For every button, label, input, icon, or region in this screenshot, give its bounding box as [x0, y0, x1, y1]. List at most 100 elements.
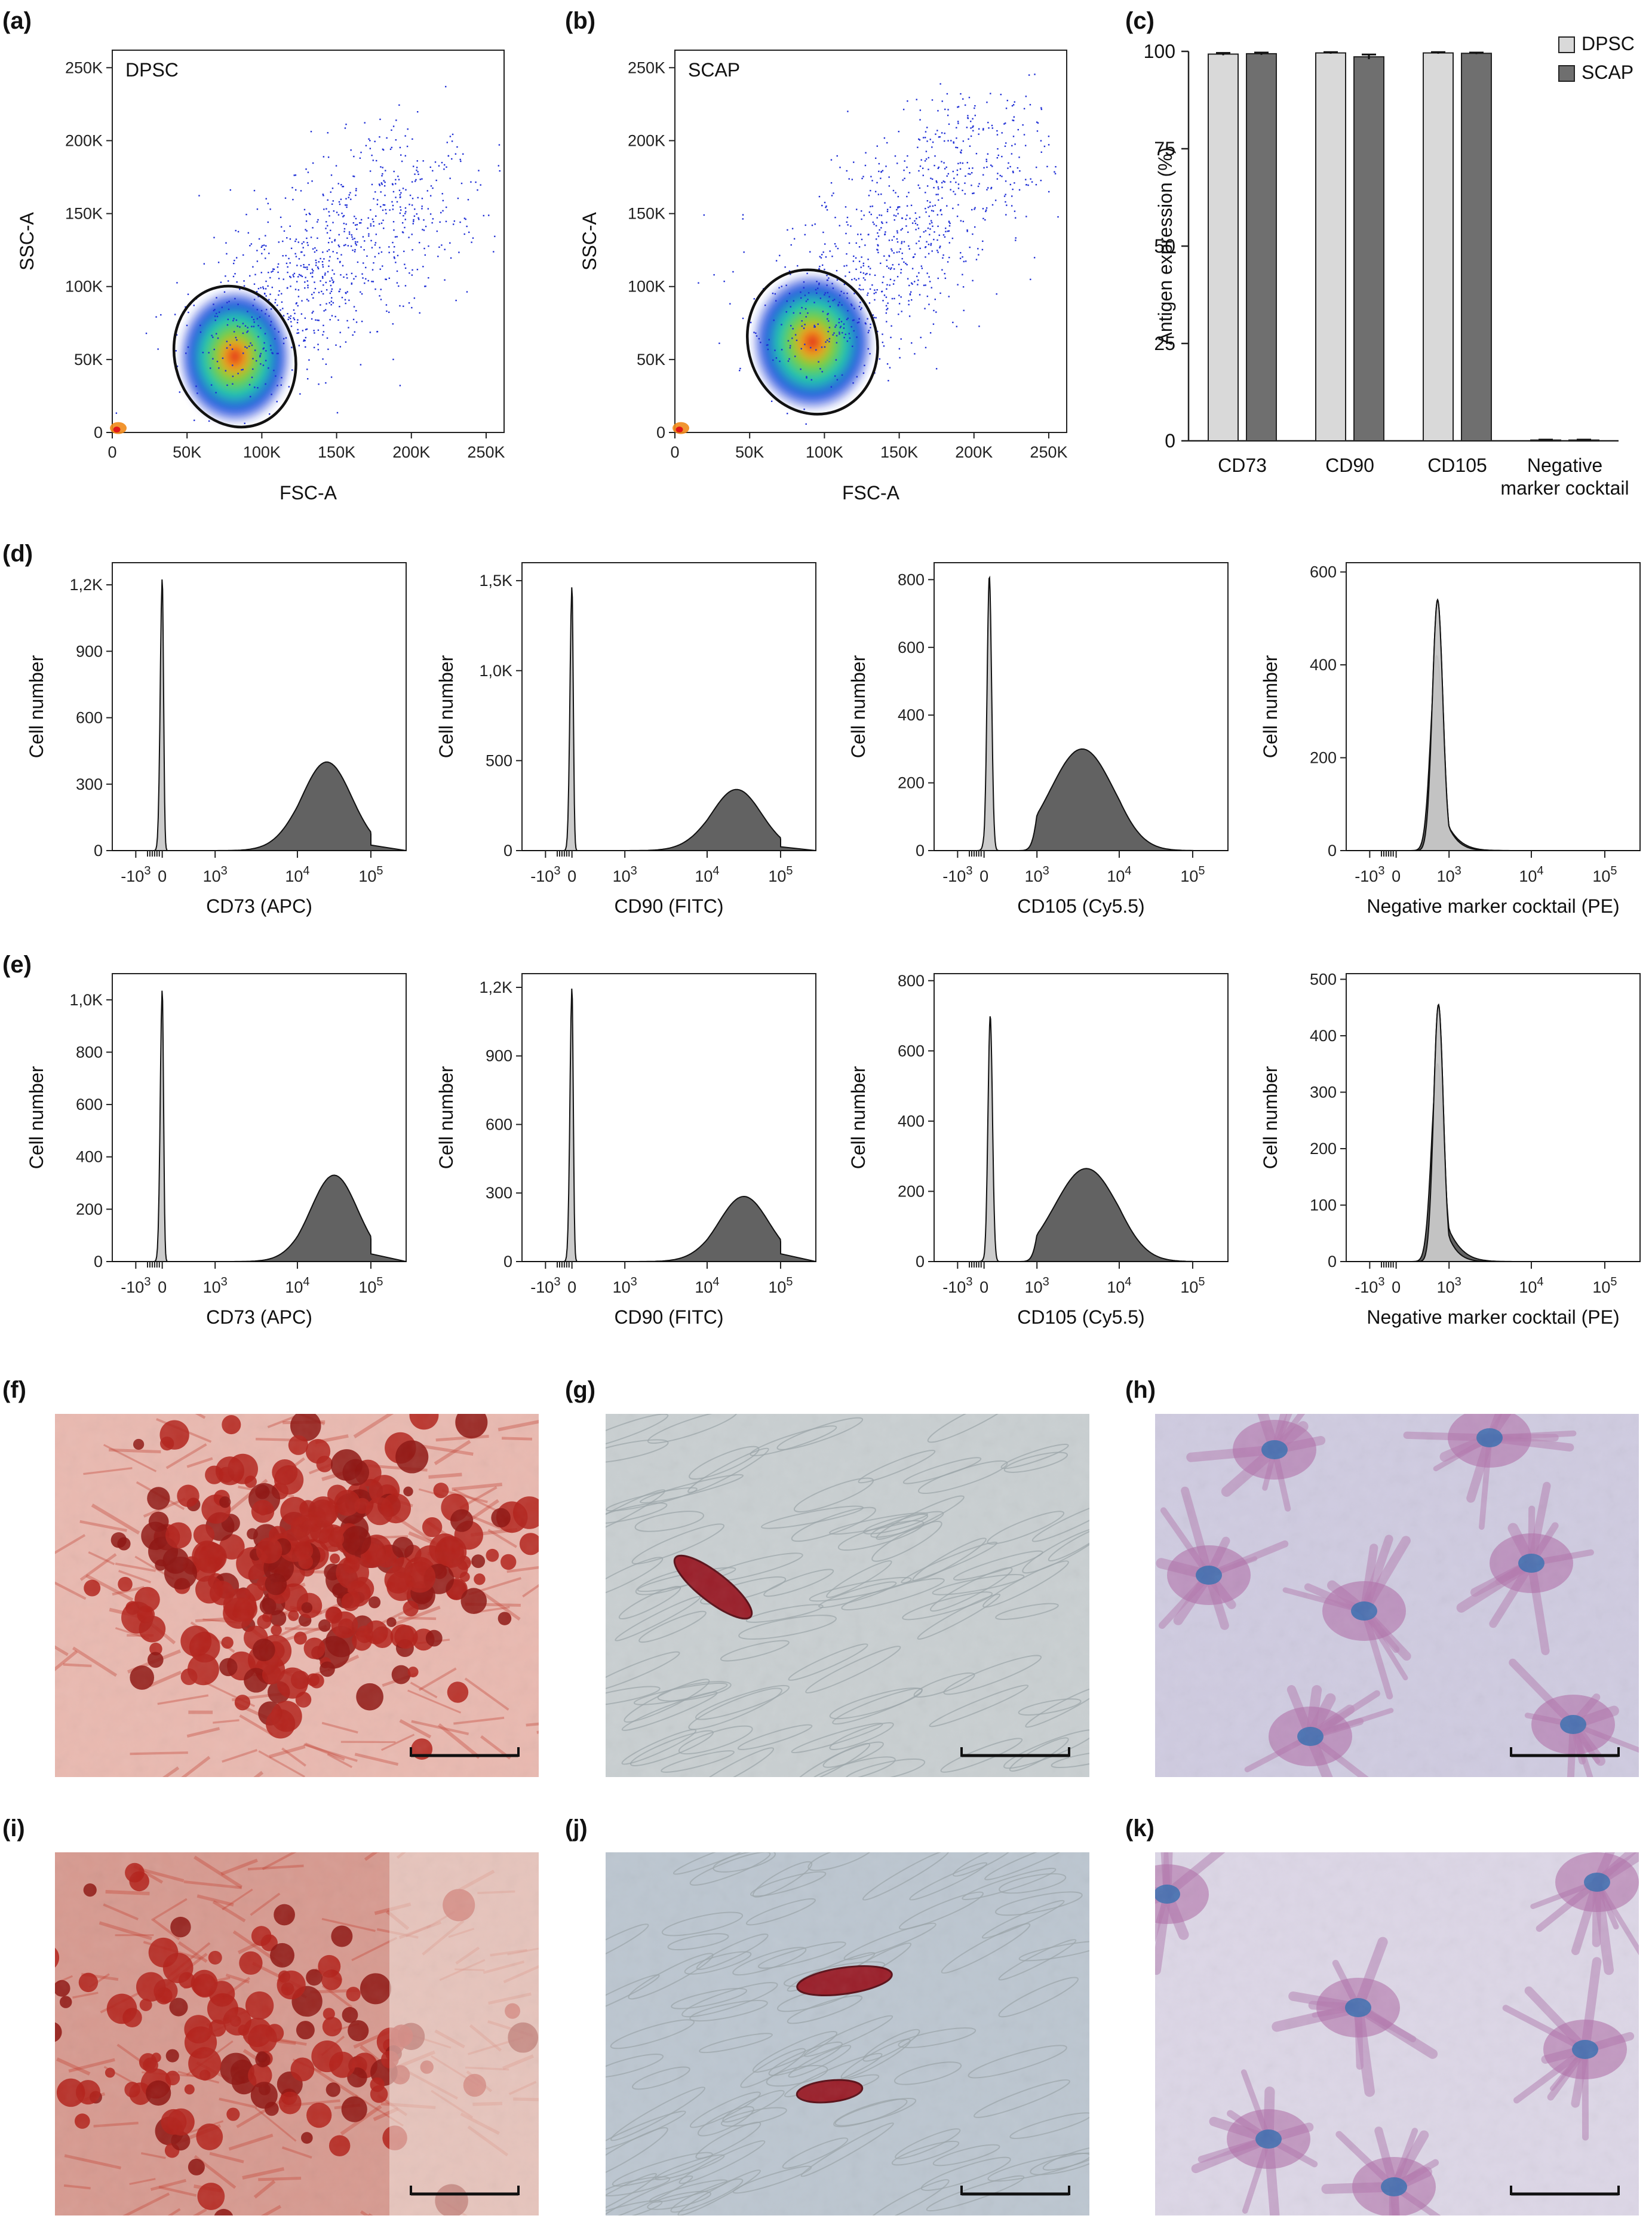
scatter-dot	[329, 318, 331, 321]
scatter-dot	[317, 343, 319, 345]
scatter-dot	[834, 243, 836, 245]
scatter-dot	[432, 187, 434, 189]
panel-label-d: (d)	[2, 541, 33, 567]
y-tick-label: 600	[486, 1115, 512, 1133]
scatter-dot	[312, 248, 314, 250]
scatter-dot	[379, 295, 380, 297]
scatter-dot	[290, 321, 292, 323]
scatter-dot	[278, 294, 280, 296]
scatter-dot	[478, 170, 480, 171]
scatter-dot	[928, 276, 930, 278]
scatter-dot	[382, 167, 383, 168]
scatter-dot	[827, 279, 829, 281]
scatter-dot	[337, 244, 340, 246]
category-label: marker cocktail	[1500, 477, 1629, 499]
scatter-dot	[379, 268, 381, 270]
scatter-dot	[966, 231, 968, 232]
scatter-dot	[918, 138, 920, 140]
scatter-dot	[966, 162, 968, 164]
scatter-dot	[991, 165, 993, 167]
scatter-dot	[288, 257, 290, 260]
scatter-dot	[886, 321, 888, 323]
scatter-dot	[346, 320, 348, 322]
scatter-dot	[411, 274, 413, 276]
y-tick-label: 50	[1154, 235, 1175, 257]
scatter-dot	[936, 130, 938, 131]
scatter-dot	[822, 231, 824, 234]
scatter-dot	[281, 301, 283, 303]
scatter-dot	[186, 324, 188, 327]
scatter-dot	[340, 254, 342, 256]
scatter-dot	[463, 233, 465, 235]
scatter-dot	[810, 379, 812, 381]
scatter-dot	[371, 281, 373, 283]
cell-streak	[345, 1779, 401, 1794]
y-tick-label: 500	[486, 751, 512, 769]
scatter-dot	[211, 335, 213, 336]
scatter-dot	[424, 286, 426, 287]
scatter-dot	[924, 160, 926, 162]
scatter-dot	[215, 392, 217, 394]
scatter-dot	[403, 215, 404, 217]
scatter-dot	[966, 229, 968, 231]
x-tick-label: 104	[1107, 1275, 1131, 1296]
scatter-dot	[814, 223, 816, 225]
scatter-dot	[441, 162, 443, 164]
scatter-dot	[968, 97, 971, 99]
scatter-dot	[331, 187, 334, 189]
scatter-dot	[232, 375, 234, 378]
scatter-dot	[908, 315, 911, 317]
scatter-dot	[193, 305, 195, 306]
scatter-dot	[947, 261, 949, 263]
scatter-dot	[465, 218, 466, 220]
scatter-dot	[830, 159, 833, 161]
scatter-dot	[384, 181, 386, 183]
scatter-dot	[315, 250, 318, 251]
scatter-dot	[353, 306, 355, 308]
y-tick-label: 100	[1310, 1196, 1337, 1214]
scatter-dot	[787, 340, 790, 342]
scatter-dot	[787, 360, 790, 362]
calcium-nodule	[91, 2222, 119, 2237]
scatter-dot	[874, 191, 877, 192]
scatter-dot	[939, 246, 941, 247]
scatter-dot	[822, 251, 824, 253]
scatter-dot	[242, 254, 244, 256]
scatter-dot	[831, 255, 833, 257]
scatter-dot	[805, 316, 807, 318]
scatter-dot	[944, 272, 945, 275]
scatter-dot	[898, 348, 901, 350]
x-tick-label: 0	[979, 867, 988, 885]
scatter-dot	[862, 372, 865, 374]
scatter-dot	[265, 295, 267, 297]
scatter-dot	[405, 189, 407, 191]
scatter-dot	[374, 256, 376, 258]
scatter-dot	[950, 140, 952, 142]
scatter-dot	[325, 363, 327, 365]
scatter-dot	[969, 145, 971, 147]
scatter-dot	[256, 291, 258, 293]
scatter-dot	[990, 188, 992, 189]
scatter-dot	[910, 291, 912, 293]
scatter-dot	[264, 293, 266, 295]
scatter-dot	[414, 208, 416, 210]
scatter-dot	[970, 127, 972, 129]
isotype-histogram-overlay	[1346, 1003, 1640, 1262]
scatter-dot	[1040, 108, 1043, 111]
scatter-dot	[1048, 191, 1050, 193]
scatter-dot	[893, 280, 895, 281]
scatter-dot	[277, 266, 279, 268]
scatter-dot	[877, 235, 880, 237]
scatter-dot	[957, 284, 959, 286]
scatter-dot	[871, 284, 873, 286]
scatter-dot	[985, 210, 987, 213]
scatter-dot	[868, 302, 871, 304]
scatter-dot	[393, 256, 395, 258]
scatter-dot	[401, 222, 404, 224]
scatter-dot	[315, 262, 317, 264]
scatter-dot	[792, 328, 794, 330]
y-tick-label: 1,0K	[69, 991, 103, 1009]
scatter-dot	[347, 245, 349, 247]
histogram-y-label: Cell number	[435, 1066, 457, 1169]
scatter-dot	[913, 256, 915, 258]
